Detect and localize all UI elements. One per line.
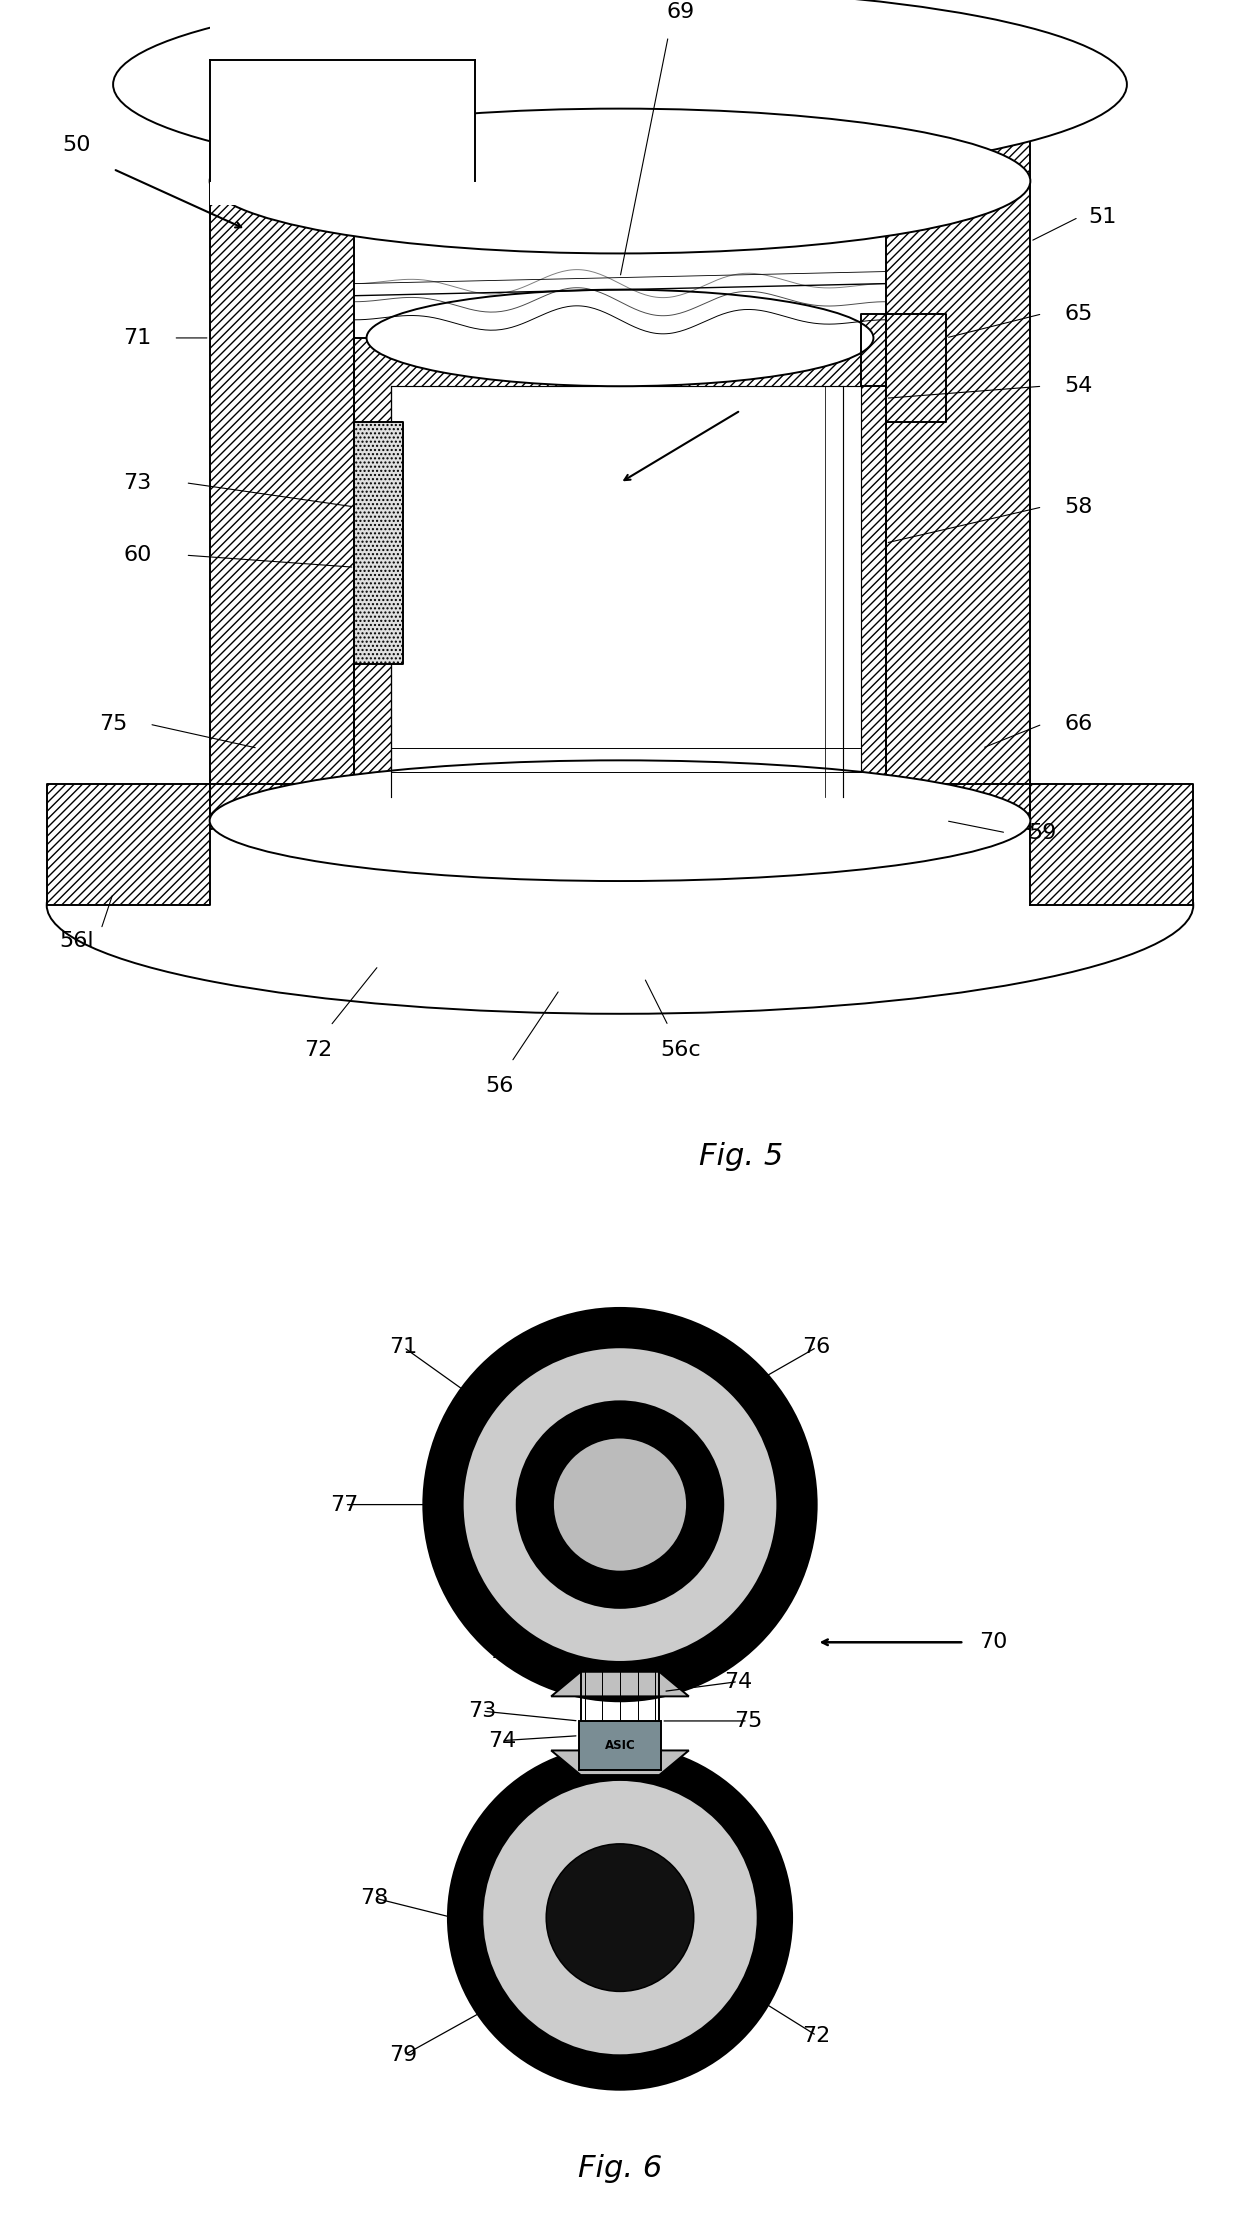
Text: 78: 78 xyxy=(360,1889,388,1909)
Ellipse shape xyxy=(47,796,1193,1015)
Polygon shape xyxy=(210,85,1030,181)
Circle shape xyxy=(553,1437,687,1571)
Text: 72: 72 xyxy=(802,2025,831,2045)
Polygon shape xyxy=(862,313,885,387)
Text: 50: 50 xyxy=(63,134,92,154)
Text: 75: 75 xyxy=(99,715,128,733)
Ellipse shape xyxy=(113,0,1127,181)
Text: 58: 58 xyxy=(1064,496,1092,516)
Circle shape xyxy=(423,1307,817,1701)
Text: 65: 65 xyxy=(1064,304,1092,324)
Polygon shape xyxy=(210,72,475,206)
Text: 56c: 56c xyxy=(660,1039,701,1059)
Polygon shape xyxy=(210,181,355,820)
Polygon shape xyxy=(47,784,210,905)
Text: 73: 73 xyxy=(469,1701,496,1721)
Text: 72: 72 xyxy=(304,1039,332,1059)
Text: 77: 77 xyxy=(331,1495,358,1515)
Text: 79: 79 xyxy=(389,2045,418,2065)
Ellipse shape xyxy=(113,0,1127,181)
Text: 54: 54 xyxy=(1064,375,1092,396)
Text: 66: 66 xyxy=(1064,715,1092,733)
Text: 70: 70 xyxy=(980,1632,1008,1652)
Ellipse shape xyxy=(367,291,873,387)
Polygon shape xyxy=(1030,784,1193,905)
Text: 74: 74 xyxy=(487,1643,516,1663)
Circle shape xyxy=(448,1746,792,2090)
Polygon shape xyxy=(210,784,1030,820)
Text: Fig. 6: Fig. 6 xyxy=(578,2155,662,2184)
Ellipse shape xyxy=(210,110,1030,253)
Circle shape xyxy=(547,1844,693,1991)
Text: 51: 51 xyxy=(1089,208,1117,228)
Polygon shape xyxy=(551,1672,689,1696)
Polygon shape xyxy=(355,337,885,820)
Circle shape xyxy=(463,1348,777,1663)
Text: 71: 71 xyxy=(123,329,151,349)
Ellipse shape xyxy=(210,760,1030,881)
Polygon shape xyxy=(885,313,946,422)
Polygon shape xyxy=(885,181,1030,820)
Polygon shape xyxy=(551,1750,689,1775)
Text: 59: 59 xyxy=(1028,822,1056,843)
Polygon shape xyxy=(210,0,475,181)
Polygon shape xyxy=(355,422,403,664)
Text: 56l: 56l xyxy=(60,932,94,952)
Text: 56: 56 xyxy=(485,1077,513,1095)
Text: 74: 74 xyxy=(724,1672,753,1692)
Ellipse shape xyxy=(47,796,1193,1015)
Text: 73: 73 xyxy=(123,474,151,492)
Polygon shape xyxy=(391,387,862,796)
Circle shape xyxy=(482,1779,758,2056)
Text: Fig. 5: Fig. 5 xyxy=(698,1142,782,1171)
Text: 60: 60 xyxy=(123,545,151,565)
Text: ASIC: ASIC xyxy=(605,1739,635,1752)
Text: 69: 69 xyxy=(666,2,694,22)
FancyBboxPatch shape xyxy=(579,1721,661,1770)
Text: 76: 76 xyxy=(802,1337,831,1357)
Text: 74: 74 xyxy=(487,1730,516,1750)
Circle shape xyxy=(517,1401,723,1607)
Text: 71: 71 xyxy=(389,1337,418,1357)
Text: 75: 75 xyxy=(734,1712,763,1730)
